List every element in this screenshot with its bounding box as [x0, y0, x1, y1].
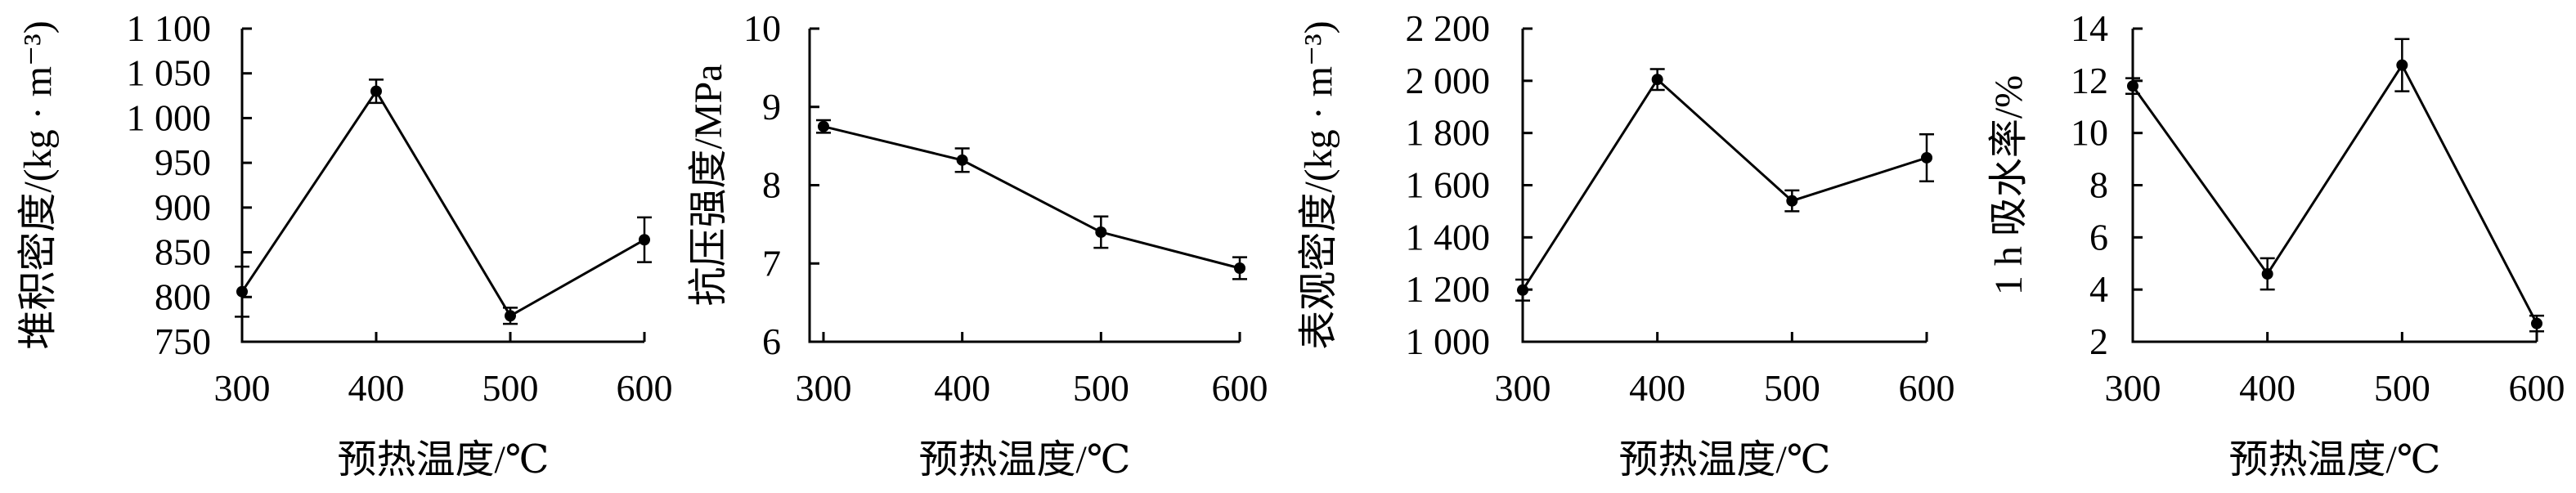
x-tick-label: 300 — [2105, 367, 2161, 409]
x-tick-label: 500 — [2374, 367, 2430, 409]
data-point — [2127, 80, 2138, 92]
y-axis-title: 堆积密度/(kg · m⁻³) — [16, 20, 60, 349]
y-tick-label: 12 — [2071, 60, 2108, 101]
x-axis-title: 预热温度/℃ — [1618, 438, 1830, 482]
y-tick-label: 7 — [762, 242, 781, 284]
y-tick-label: 1 100 — [127, 7, 212, 49]
series-line — [1521, 77, 1928, 291]
data-point — [1921, 151, 1932, 164]
data-point — [1651, 74, 1663, 86]
chart-3: 1 000 1 200 1 400 1 600 1 800 2 000 2 200 300 40… — [1297, 7, 1955, 482]
y-tick-label: 1 050 — [127, 52, 212, 94]
y-axis-title: 抗压强度/MPa — [687, 64, 730, 306]
x-tick-label: 400 — [2239, 367, 2296, 409]
x-axis-title: 预热温度/℃ — [2228, 438, 2440, 482]
data-point — [817, 120, 829, 132]
y-tick-label: 750 — [155, 320, 211, 362]
x-tick-label: 300 — [1495, 367, 1551, 409]
x-tick-label: 500 — [1073, 367, 1129, 409]
y-tick-label: 1 600 — [1406, 164, 1491, 206]
x-tick-label: 400 — [934, 367, 990, 409]
series-line — [240, 88, 645, 318]
y-tick-label: 800 — [155, 276, 211, 317]
y-tick-label: 10 — [743, 7, 781, 49]
y-tick-label: 9 — [762, 86, 781, 128]
data-point — [2531, 317, 2542, 329]
data-point — [2261, 268, 2273, 280]
x-tick-label: 500 — [1764, 367, 1820, 409]
x-tick-label: 600 — [2509, 367, 2565, 409]
y-tick-label: 4 — [2089, 268, 2108, 310]
y-tick-label: 2 200 — [1406, 7, 1491, 49]
y-tick-label: 900 — [155, 186, 211, 228]
data-point — [1234, 262, 1245, 274]
y-tick-label: 1 000 — [127, 96, 212, 138]
x-tick-label: 500 — [482, 367, 539, 409]
x-tick-label: 600 — [1212, 367, 1268, 409]
data-point — [370, 85, 382, 97]
y-tick-label: 2 — [2089, 320, 2108, 362]
y-tick-label: 850 — [155, 231, 211, 273]
y-tick-label: 1 400 — [1406, 216, 1491, 258]
x-tick-label: 600 — [617, 367, 673, 409]
y-tick-label: 8 — [762, 164, 781, 206]
y-tick-label: 10 — [2071, 112, 2108, 154]
data-point — [1517, 284, 1528, 296]
series-line — [2131, 62, 2538, 325]
data-point — [639, 234, 650, 246]
series-line — [823, 125, 1241, 270]
y-axis-title: 1 h 吸水率/% — [1987, 75, 2031, 295]
y-tick-label: 6 — [762, 320, 781, 362]
y-tick-label: 1 800 — [1406, 112, 1491, 154]
chart-2: 6 7 8 9 10 300 400 500 600 预热温度/℃ 抗压强度/MPa — [687, 7, 1268, 482]
x-tick-label: 600 — [1899, 367, 1955, 409]
x-tick-label: 400 — [1629, 367, 1685, 409]
x-tick-label: 300 — [795, 367, 851, 409]
x-axis-title: 预热温度/℃ — [337, 438, 549, 482]
y-tick-label: 6 — [2089, 216, 2108, 258]
x-tick-label: 300 — [214, 367, 271, 409]
y-tick-label: 950 — [155, 141, 211, 183]
x-axis-title: 预热温度/℃ — [918, 438, 1130, 482]
y-axis-title: 表观密度/(kg · m⁻³) — [1297, 20, 1340, 349]
data-point — [2396, 59, 2408, 71]
data-point — [1786, 195, 1798, 207]
chart-4: 2 4 6 8 10 12 14 300 400 500 600 预热温度/℃ 1 h 吸水率/% — [1987, 7, 2565, 482]
data-point — [956, 154, 968, 166]
data-point — [236, 285, 248, 298]
y-tick-label: 1 200 — [1406, 268, 1491, 310]
data-point — [1095, 226, 1107, 238]
data-point — [505, 310, 516, 322]
y-tick-label: 2 000 — [1406, 60, 1491, 101]
y-tick-label: 14 — [2071, 7, 2108, 49]
y-tick-label: 1 000 — [1406, 320, 1491, 362]
y-tick-label: 8 — [2089, 164, 2108, 206]
x-tick-label: 400 — [348, 367, 405, 409]
